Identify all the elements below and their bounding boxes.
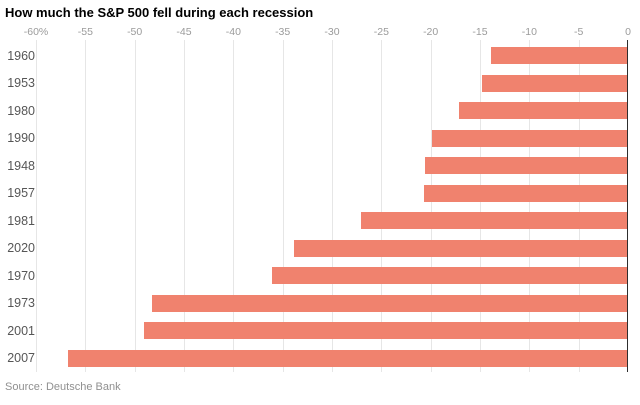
x-tick-label: 0 xyxy=(625,26,631,38)
bar-1973 xyxy=(152,294,628,312)
plot-area: -60% -55 -50 -45 -40 -35 -30 -25 -20 -15 -10 -5 0 xyxy=(24,26,631,372)
bar-row xyxy=(36,180,628,208)
x-tick-label: -40 xyxy=(225,26,241,38)
bar-row xyxy=(36,207,628,235)
year-label: 2001 xyxy=(7,323,35,338)
x-tick-label: -50 xyxy=(127,26,143,38)
year-label: 1980 xyxy=(7,103,35,118)
year-label: 1957 xyxy=(7,186,35,201)
year-label: 1953 xyxy=(7,76,35,91)
gridline xyxy=(282,40,284,372)
gridline xyxy=(134,40,136,372)
x-tick-label: -10 xyxy=(521,26,537,38)
gridline xyxy=(332,40,333,372)
x-tick-label: -20 xyxy=(423,26,439,38)
x-tick-label: -15 xyxy=(472,26,488,38)
bar-row xyxy=(36,317,628,345)
gridline xyxy=(233,40,235,372)
bar-1960 xyxy=(490,47,628,65)
x-axis-tick-labels: -60% -55 -50 -45 -40 -35 -30 -25 -20 -15 -10 -5 0 xyxy=(24,26,631,39)
bar-1990 xyxy=(431,129,628,147)
bar-row xyxy=(36,235,628,263)
year-label: 1973 xyxy=(7,296,35,311)
bar-1981 xyxy=(360,212,628,230)
year-label: 2007 xyxy=(7,351,35,366)
gridline xyxy=(85,40,87,372)
gridlines xyxy=(36,40,628,372)
bar-row xyxy=(36,97,628,125)
bar-1953 xyxy=(481,74,628,92)
gridline xyxy=(578,40,580,372)
x-tick-label: -60% xyxy=(23,26,49,38)
bar-2007 xyxy=(67,349,628,367)
year-label: 2020 xyxy=(7,241,35,256)
gridline xyxy=(480,40,481,372)
gridline xyxy=(36,40,37,372)
bar-row xyxy=(36,152,628,180)
bar-row xyxy=(36,262,628,290)
x-tick-label: -25 xyxy=(373,26,389,38)
x-tick-label: -35 xyxy=(275,26,291,38)
bar-2001 xyxy=(143,322,628,340)
zero-axis-line xyxy=(627,40,628,372)
bar-rows xyxy=(36,42,628,372)
bar-row xyxy=(36,290,628,318)
bar-row xyxy=(36,125,628,153)
bar-1970 xyxy=(271,267,628,285)
source-note: Source: Deutsche Bank xyxy=(5,381,121,393)
gridline xyxy=(381,40,383,372)
bar-row xyxy=(36,70,628,98)
gridline xyxy=(430,40,432,372)
chart-title: How much the S&P 500 fell during each re… xyxy=(5,5,314,20)
x-tick-label: -30 xyxy=(324,26,340,38)
x-tick-label: -5 xyxy=(573,26,584,38)
bar-row xyxy=(36,345,628,373)
bar-2020 xyxy=(293,239,628,257)
year-label: 1981 xyxy=(7,213,35,228)
year-label: 1960 xyxy=(7,48,35,63)
bar-1957 xyxy=(423,184,628,202)
year-label: 1970 xyxy=(7,268,35,283)
gridline xyxy=(184,40,185,372)
x-tick-label: -45 xyxy=(176,26,192,38)
year-axis-labels: 1960 1953 1980 1990 1948 1957 1981 2020 1970 1973… xyxy=(0,42,35,372)
bar-row xyxy=(36,42,628,70)
year-label: 1948 xyxy=(7,158,35,173)
bar-1980 xyxy=(459,102,628,120)
gridline xyxy=(529,40,531,372)
x-tick-label: -55 xyxy=(77,26,93,38)
bar-1948 xyxy=(424,157,628,175)
year-label: 1990 xyxy=(7,131,35,146)
